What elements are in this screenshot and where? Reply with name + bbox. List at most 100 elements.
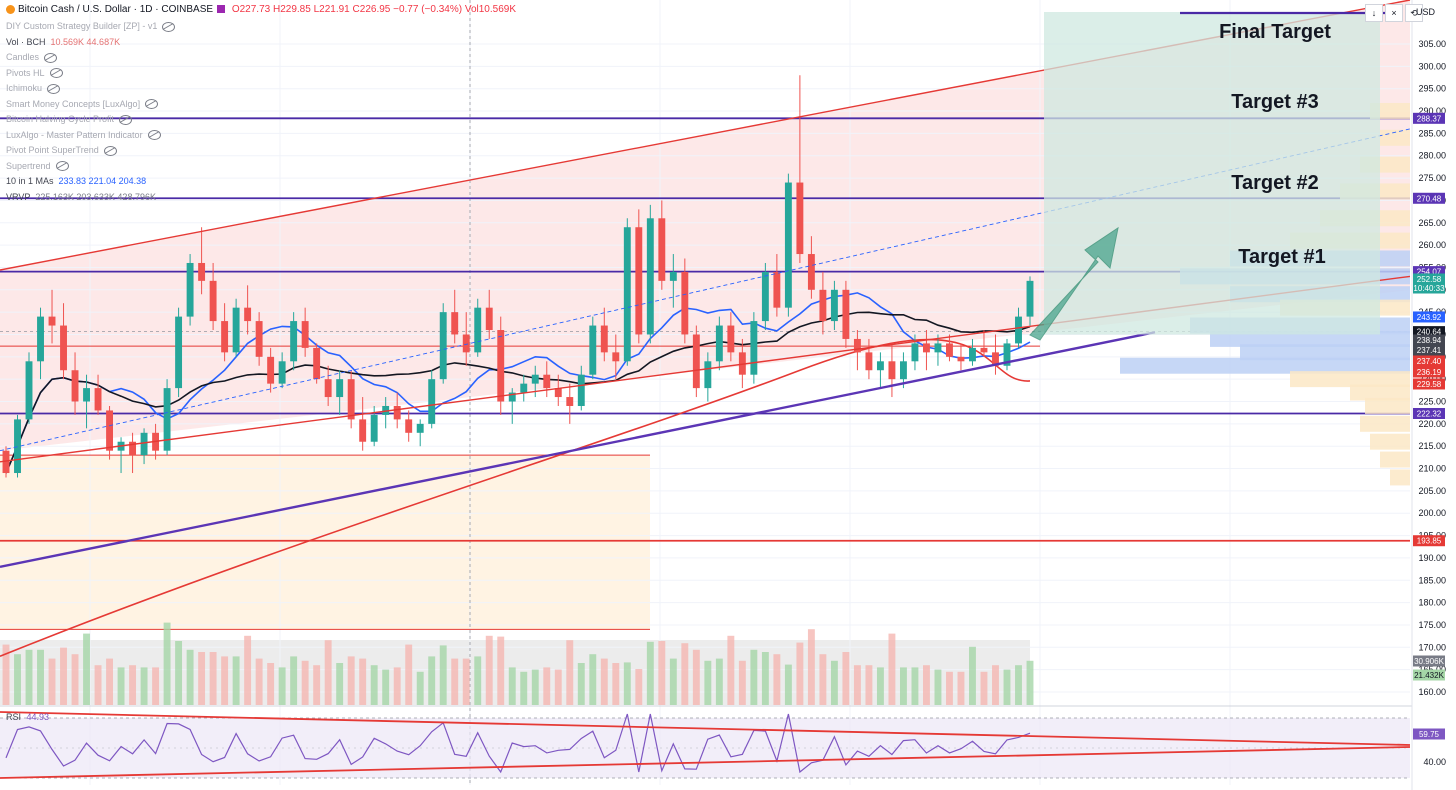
visibility-hidden-icon[interactable] bbox=[145, 99, 159, 110]
volume-bar bbox=[543, 667, 551, 705]
indicator-row[interactable]: Vol · BCH 10.569K 44.687K bbox=[6, 35, 120, 49]
candle bbox=[485, 289, 493, 339]
visibility-hidden-icon[interactable] bbox=[44, 52, 58, 63]
candle-body bbox=[543, 374, 551, 389]
rsi-value: 44.93 bbox=[26, 712, 50, 722]
indicator-row[interactable]: VRVP 225.163K 203.633K 428.796K bbox=[6, 190, 156, 204]
volume-bar bbox=[324, 640, 332, 705]
candle bbox=[589, 316, 597, 380]
indicator-row[interactable]: Bitcoin Halving Cycle Profit bbox=[6, 112, 133, 126]
indicator-row[interactable]: DIY Custom Strategy Builder [ZP] - v1 bbox=[6, 19, 176, 33]
price-tick: 190.00 bbox=[1418, 553, 1446, 563]
reset-button[interactable]: ⟲ bbox=[1405, 4, 1423, 22]
volume-bar bbox=[600, 658, 608, 705]
candle-body bbox=[911, 343, 919, 362]
candle bbox=[600, 307, 608, 362]
volume-bar bbox=[577, 663, 585, 705]
price-tick: 160.00 bbox=[1418, 687, 1446, 697]
price-tick: 175.00 bbox=[1418, 620, 1446, 630]
visibility-hidden-icon[interactable] bbox=[49, 68, 63, 79]
candle bbox=[37, 307, 44, 380]
price-tick: 185.00 bbox=[1418, 575, 1446, 585]
candle-body bbox=[462, 334, 470, 353]
indicator-row[interactable]: Pivot Point SuperTrend bbox=[6, 143, 117, 157]
price-label-text: 237.40 bbox=[1417, 357, 1442, 366]
projection-arrow bbox=[1029, 226, 1119, 341]
candle-body bbox=[140, 432, 148, 456]
price-label: 237.40 bbox=[1413, 355, 1445, 367]
candle bbox=[347, 370, 355, 429]
symbol-title[interactable]: Bitcoin Cash / U.S. Dollar · 1D · COINBA… bbox=[18, 4, 214, 15]
visibility-hidden-icon[interactable] bbox=[162, 21, 176, 32]
symbol-header: Bitcoin Cash / U.S. Dollar · 1D · COINBA… bbox=[6, 3, 516, 17]
candle-body bbox=[290, 321, 298, 362]
candle-body bbox=[807, 254, 815, 290]
price-tick: 290.00 bbox=[1418, 106, 1446, 116]
visibility-hidden-icon[interactable] bbox=[47, 83, 61, 94]
candle bbox=[186, 254, 194, 326]
volume-bar bbox=[646, 641, 654, 705]
volume-bar bbox=[658, 641, 666, 705]
candle-body bbox=[704, 361, 712, 389]
volume-bar bbox=[957, 671, 965, 705]
candle-body bbox=[1026, 280, 1034, 317]
volume-bar bbox=[934, 669, 942, 705]
candle-body bbox=[681, 271, 689, 335]
volume-bar bbox=[623, 662, 631, 705]
candle bbox=[301, 307, 309, 357]
volume-bar bbox=[969, 646, 976, 705]
price-label-bg bbox=[1413, 728, 1445, 740]
currency-selector[interactable]: USD bbox=[1416, 7, 1436, 17]
volume-bar bbox=[589, 654, 597, 705]
indicator-row[interactable]: 10 in 1 MAs 233.83 221.04 204.38 bbox=[6, 174, 146, 188]
volume-bar bbox=[1015, 665, 1022, 705]
indicator-name: Pivots HL bbox=[6, 67, 45, 78]
indicator-row[interactable]: Smart Money Concepts [LuxAlgo] bbox=[6, 97, 159, 111]
volume-bar bbox=[485, 635, 493, 705]
volume-bar bbox=[715, 658, 723, 705]
indicator-row[interactable]: Candles bbox=[6, 50, 58, 64]
move-down-button[interactable]: ↓ bbox=[1365, 4, 1383, 22]
candle bbox=[566, 383, 574, 424]
visibility-hidden-icon[interactable] bbox=[119, 114, 133, 125]
price-label-text: 237.41 bbox=[1417, 346, 1442, 355]
indicator-row[interactable]: Supertrend bbox=[6, 159, 69, 173]
candle-body bbox=[715, 325, 723, 362]
visibility-hidden-icon[interactable] bbox=[147, 130, 161, 141]
volume-bar bbox=[347, 656, 355, 705]
candle bbox=[359, 397, 367, 451]
price-label-bg bbox=[1413, 355, 1445, 367]
visibility-hidden-icon[interactable] bbox=[103, 145, 117, 156]
pane-buttons: ↓ × ⟲ bbox=[1365, 4, 1423, 22]
volume-bar bbox=[152, 667, 160, 705]
indicator-name: Pivot Point SuperTrend bbox=[6, 145, 99, 155]
candle bbox=[704, 352, 712, 402]
candle bbox=[911, 334, 919, 371]
indicator-row[interactable]: Ichimoku bbox=[6, 81, 61, 95]
visibility-hidden-icon[interactable] bbox=[55, 161, 69, 172]
price-tick: 295.00 bbox=[1418, 84, 1446, 94]
candle bbox=[992, 334, 999, 375]
indicator-row[interactable]: LuxAlgo - Master Pattern Indicator bbox=[6, 128, 161, 142]
close-pane-button[interactable]: × bbox=[1385, 4, 1403, 22]
target-label: Target #3 bbox=[1231, 91, 1318, 113]
volume-bar bbox=[382, 669, 390, 705]
candle-body bbox=[577, 374, 585, 406]
indicator-values: 233.83 221.04 204.38 bbox=[58, 176, 147, 186]
price-tick: 170.00 bbox=[1418, 642, 1446, 652]
price-tick: 285.00 bbox=[1418, 128, 1446, 138]
candle-body bbox=[474, 307, 482, 353]
candle-body bbox=[899, 361, 907, 380]
candle bbox=[462, 312, 470, 366]
volume-bar bbox=[1026, 660, 1034, 705]
candle bbox=[750, 312, 758, 384]
indicator-row[interactable]: Pivots HL bbox=[6, 66, 63, 80]
candle-body bbox=[784, 182, 792, 308]
price-label-text: 254.07 bbox=[1417, 268, 1442, 277]
candle-body bbox=[71, 370, 79, 402]
candle bbox=[474, 298, 482, 357]
indicator-name: Supertrend bbox=[6, 160, 51, 171]
candle-body bbox=[347, 379, 355, 420]
candle-body bbox=[370, 414, 378, 442]
